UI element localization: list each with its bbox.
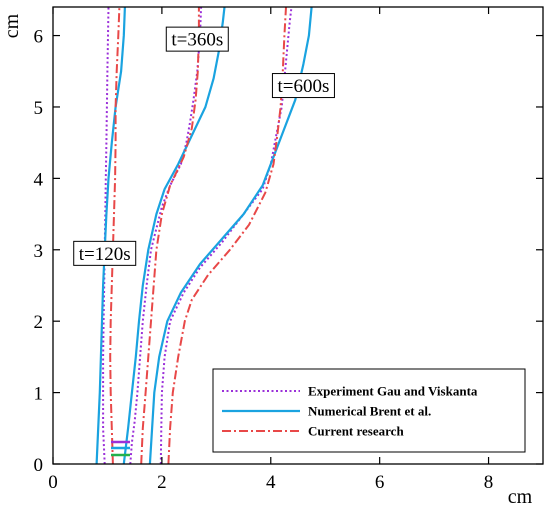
- annotation-text: t=360s: [171, 30, 223, 51]
- annotation-text: t=120s: [79, 244, 131, 265]
- y-tick-label: 1: [34, 384, 44, 405]
- axis-tick-labels: 0 2 4 6 8 0 1 2 3 4 5 6: [34, 27, 494, 493]
- series-3-curve-3: [167, 6, 287, 465]
- series-1-curve-2: [129, 6, 203, 465]
- y-tick-label: 5: [34, 98, 44, 119]
- legend-label: Numerical Brent et al.: [308, 404, 431, 419]
- annotation-text: t=600s: [277, 76, 329, 97]
- x-axis-label: cm: [508, 486, 533, 508]
- series-2-curve-1: [95, 6, 126, 465]
- annotation-box: [73, 240, 137, 266]
- legend-item-1: Experiment Gau and Viskanta: [222, 384, 478, 399]
- x-tick-label: 6: [375, 472, 385, 493]
- annotation-2: t=360s: [165, 26, 229, 52]
- legend-item-3: Current research: [222, 424, 404, 439]
- legend-item-2: Numerical Brent et al.: [222, 404, 431, 419]
- legend: Experiment Gau and Viskanta Numerical Bre…: [212, 368, 526, 453]
- x-tick-label: 8: [484, 472, 494, 493]
- x-tick-label: 2: [157, 472, 167, 493]
- annotation-3: t=600s: [271, 73, 335, 99]
- axis-ticks: [52, 7, 543, 465]
- legend-label: Experiment Gau and Viskanta: [308, 384, 478, 399]
- x-tick-label: 0: [48, 472, 58, 493]
- series-2-curve-2: [122, 6, 226, 465]
- series-3-curve-1: [109, 6, 121, 465]
- plot-frame: [52, 6, 544, 465]
- y-tick-label: 4: [34, 169, 44, 190]
- y-tick-label: 3: [34, 241, 44, 262]
- series-3-curve-2: [140, 7, 200, 465]
- annotation-box: [271, 73, 335, 99]
- y-tick-label: 2: [34, 312, 44, 333]
- series-1-curve-1: [102, 6, 110, 465]
- annotation-box: [165, 26, 229, 52]
- y-tick-label: 0: [34, 455, 44, 476]
- annotation-1: t=120s: [73, 240, 137, 266]
- time-annotations: t=120s t=360s t=600s: [73, 26, 335, 266]
- x-tick-label: 4: [266, 472, 276, 493]
- series-1-curve-3: [159, 6, 293, 465]
- legend-label: Current research: [308, 424, 404, 439]
- y-axis-label: cm: [1, 13, 23, 38]
- y-tick-label: 6: [34, 27, 44, 48]
